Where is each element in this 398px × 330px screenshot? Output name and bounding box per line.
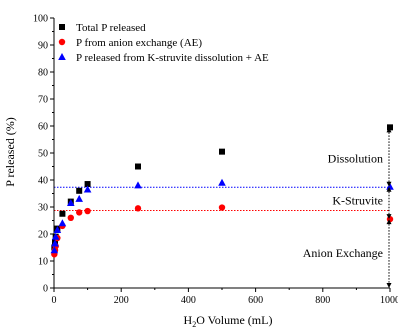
point-s1-5 — [67, 214, 75, 221]
point-s1-8 — [134, 205, 142, 212]
point-s2-4 — [58, 219, 67, 227]
y-tick-label-90: 90 — [38, 41, 48, 52]
bracket-arrow-down-0 — [386, 181, 392, 187]
x-tick-label-800: 800 — [315, 295, 330, 306]
y-tick-label-20: 20 — [38, 230, 48, 241]
point-s0-6 — [76, 187, 83, 194]
bracket-arrow-up-2 — [386, 219, 392, 225]
point-s1-6 — [76, 209, 83, 216]
y-tick-label-100: 100 — [33, 14, 48, 25]
legend-label-1: P from anion exchange (AE) — [76, 37, 202, 49]
x-tick-label-0: 0 — [52, 295, 57, 306]
point-s1-9 — [218, 204, 226, 211]
legend: Total P released P from anion exchange (A… — [58, 22, 269, 64]
point-s2-0 — [50, 246, 59, 254]
point-s0-4 — [59, 210, 66, 217]
y-tick-label-40: 40 — [38, 176, 48, 187]
y-tick-label-80: 80 — [38, 68, 48, 79]
bracket-arrow-down-2 — [386, 283, 392, 288]
point-s2-10 — [386, 182, 394, 190]
y-tick-label-10: 10 — [38, 257, 48, 268]
x-tick-label-600: 600 — [248, 295, 263, 306]
x-tick-label-400: 400 — [181, 295, 196, 306]
annotation-0: Dissolution — [328, 151, 383, 165]
bracket-arrow-up-1 — [386, 186, 392, 192]
x-tick-label-200: 200 — [114, 295, 129, 306]
x-title-rest: O Volume (mL) — [196, 313, 272, 327]
y-axis-title: P released (%) — [3, 117, 17, 187]
point-s0-9 — [219, 148, 225, 155]
y-tick-label-70: 70 — [38, 95, 48, 106]
data-points — [50, 124, 394, 258]
point-s2-5 — [67, 198, 75, 206]
bracket-arrow-down-1 — [386, 214, 392, 220]
point-s2-8 — [134, 181, 142, 189]
point-s2-3 — [53, 225, 62, 233]
legend-marker-2 — [58, 53, 66, 60]
x-title-main: H — [184, 313, 193, 327]
point-s2-7 — [83, 185, 92, 193]
point-s2-2 — [51, 232, 60, 240]
point-s0-10 — [387, 124, 393, 131]
x-tick-label-1000: 1000 — [380, 295, 398, 306]
point-s0-8 — [135, 163, 141, 170]
annotation-2: Anion Exchange — [303, 246, 383, 260]
point-s2-6 — [75, 194, 83, 202]
annotation-arrows — [386, 127, 392, 288]
annotations: Dissolution K-Struvite Anion Exchange — [303, 151, 383, 260]
y-tick-label-50: 50 — [38, 149, 48, 160]
bracket-arrow-up-0 — [386, 127, 392, 133]
x-title-sub: 2 — [192, 320, 196, 329]
legend-marker-0 — [59, 24, 65, 30]
point-s1-7 — [84, 207, 91, 215]
legend-label-0: Total P released — [76, 22, 146, 34]
point-s2-1 — [51, 239, 59, 247]
annotation-1: K-Struvite — [332, 193, 383, 207]
y-tick-label-0: 0 — [43, 284, 48, 295]
point-s2-9 — [218, 178, 226, 186]
legend-label-2: P released from K-struvite dissolution +… — [76, 52, 269, 64]
legend-marker-1 — [58, 38, 66, 46]
y-tick-label-60: 60 — [38, 122, 48, 133]
point-s0-7 — [84, 181, 91, 188]
y-tick-label-30: 30 — [38, 203, 48, 214]
x-axis-title: H2O Volume (mL) — [184, 313, 273, 329]
